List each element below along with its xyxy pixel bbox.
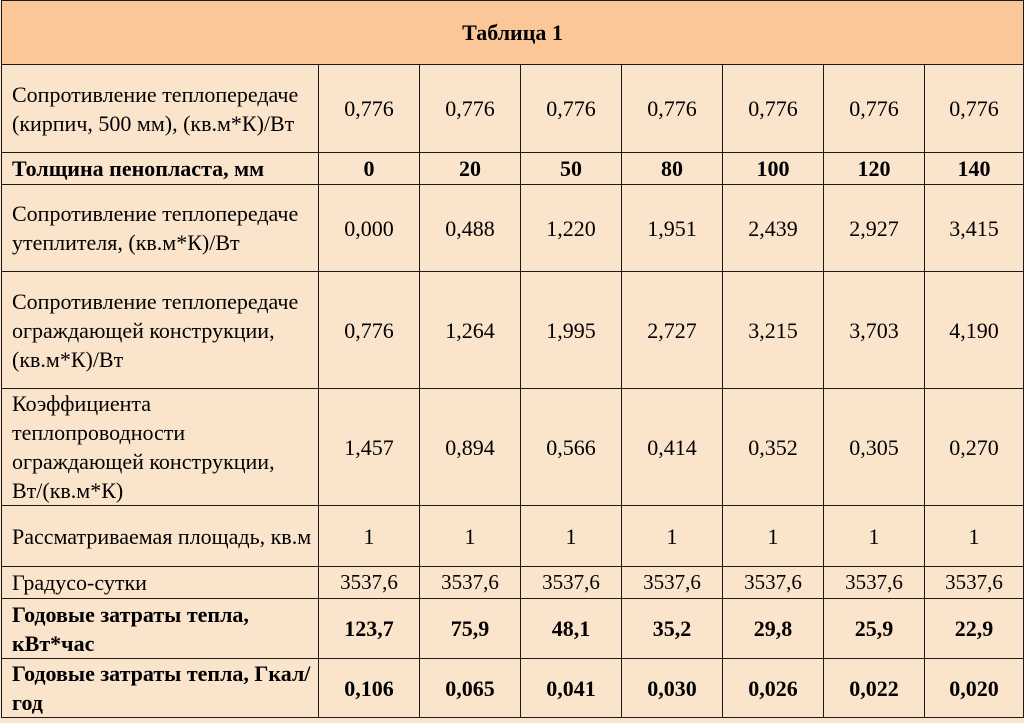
table-cell: 0,776 [318, 64, 420, 153]
table-cell: 22,9 [923, 598, 1024, 659]
table-cell: 0,776 [722, 64, 824, 153]
table-cell: 1,951 [621, 184, 723, 272]
table-cell: 48,1 [520, 598, 622, 659]
table-cell: 0,352 [722, 388, 824, 506]
table-cell: 2,727 [621, 271, 723, 389]
table-cell: 1,995 [520, 271, 622, 389]
table-cell: 0,041 [520, 658, 622, 718]
table-cell: 29,8 [722, 598, 824, 659]
table-title: Таблица 1 [0, 0, 1024, 65]
table-cell: 0,106 [318, 658, 420, 718]
table-cell: 4,190 [923, 271, 1024, 389]
table-cell: 50 [520, 152, 622, 185]
row-label: Рассматриваемая площадь, кв.м [1, 505, 319, 567]
table-cell: 0,776 [923, 64, 1024, 153]
table-cell: 20 [419, 152, 521, 185]
table-cell: 1 [722, 505, 824, 567]
table-cell: 0,488 [419, 184, 521, 272]
table-cell: 2,439 [722, 184, 824, 272]
table-cell: 35,2 [621, 598, 723, 659]
table-cell: 80 [621, 152, 723, 185]
table-cell: 120 [823, 152, 925, 185]
row-label: Сопротивление теплопередаче ограждающей … [1, 271, 319, 389]
table-cell: 1 [621, 505, 723, 567]
table-row: Сопротивление теплопередаче утеплителя, … [1, 184, 1024, 272]
table-cell: 140 [923, 152, 1024, 185]
table-cell: 0,030 [621, 658, 723, 718]
row-label: Сопротивление теплопередаче утеплителя, … [1, 184, 319, 272]
table-cell: 0,566 [520, 388, 622, 506]
table-cell: 0 [318, 152, 420, 185]
table-cell: 1 [923, 505, 1024, 567]
table-cell: 123,7 [318, 598, 420, 659]
table-cell: 3537,6 [520, 566, 622, 599]
table-cell: 0,270 [923, 388, 1024, 506]
table-cell: 0,000 [318, 184, 420, 272]
table-cell: 1 [318, 505, 420, 567]
table-cell: 0,776 [520, 64, 622, 153]
table-row: Сопротивление теплопередаче ограждающей … [1, 271, 1024, 389]
table-cell: 0,414 [621, 388, 723, 506]
table-cell: 1 [520, 505, 622, 567]
table-cell: 1,220 [520, 184, 622, 272]
table-cell: 1 [823, 505, 925, 567]
table-cell: 0,020 [923, 658, 1024, 718]
table-row: Сопротивление теплопередаче (кирпич, 500… [1, 64, 1024, 153]
row-label: Коэффициента теплопроводности ограждающе… [1, 388, 319, 506]
table-cell: 3,703 [823, 271, 925, 389]
table-cell: 25,9 [823, 598, 925, 659]
table-row: Толщина пенопласта, мм 0 20 50 80 100 120 140 [1, 152, 1024, 185]
row-label: Годовые затраты тепла, кВт*час [1, 598, 319, 659]
table-cell: 75,9 [419, 598, 521, 659]
table-cell: 100 [722, 152, 824, 185]
row-label: Градусо-сутки [1, 566, 319, 599]
table-cell: 2,927 [823, 184, 925, 272]
table-cell: 0,065 [419, 658, 521, 718]
table-cell: 0,305 [823, 388, 925, 506]
table-cell: 0,022 [823, 658, 925, 718]
table-cell: 1 [419, 505, 521, 567]
table-cell: 3537,6 [923, 566, 1024, 599]
table-cell: 0,894 [419, 388, 521, 506]
table-row: Рассматриваемая площадь, кв.м 1 1 1 1 1 1 1 [1, 505, 1024, 567]
row-label: Сопротивление теплопередаче (кирпич, 500… [1, 64, 319, 153]
table-cell: 3537,6 [419, 566, 521, 599]
table-row: Градусо-сутки 3537,6 3537,6 3537,6 3537,6 353… [1, 566, 1024, 599]
table-cell: 3537,6 [823, 566, 925, 599]
row-label: Толщина пенопласта, мм [1, 152, 319, 185]
table-body: Сопротивление теплопередаче (кирпич, 500… [1, 64, 1024, 718]
table-cell: 3,215 [722, 271, 824, 389]
table-cell: 3,415 [923, 184, 1024, 272]
table-cell: 0,026 [722, 658, 824, 718]
table-cell: 3537,6 [621, 566, 723, 599]
table-cell: 0,776 [318, 271, 420, 389]
table-row: Коэффициента теплопроводности ограждающе… [1, 388, 1024, 506]
table-cell: 1,457 [318, 388, 420, 506]
table-cell: 3537,6 [318, 566, 420, 599]
table-cell: 1,264 [419, 271, 521, 389]
table-cell: 3537,6 [722, 566, 824, 599]
row-label: Годовые затраты тепла, Гкал/год [1, 658, 319, 718]
table-cell: 0,776 [419, 64, 521, 153]
table-row: Годовые затраты тепла, кВт*час 123,7 75,9 4… [1, 598, 1024, 659]
table-row: Годовые затраты тепла, Гкал/год 0,106 0,06… [1, 658, 1024, 718]
table-cell: 0,776 [621, 64, 723, 153]
table-title-row: Таблица 1 [0, 0, 1024, 65]
table-cell: 0,776 [823, 64, 925, 153]
